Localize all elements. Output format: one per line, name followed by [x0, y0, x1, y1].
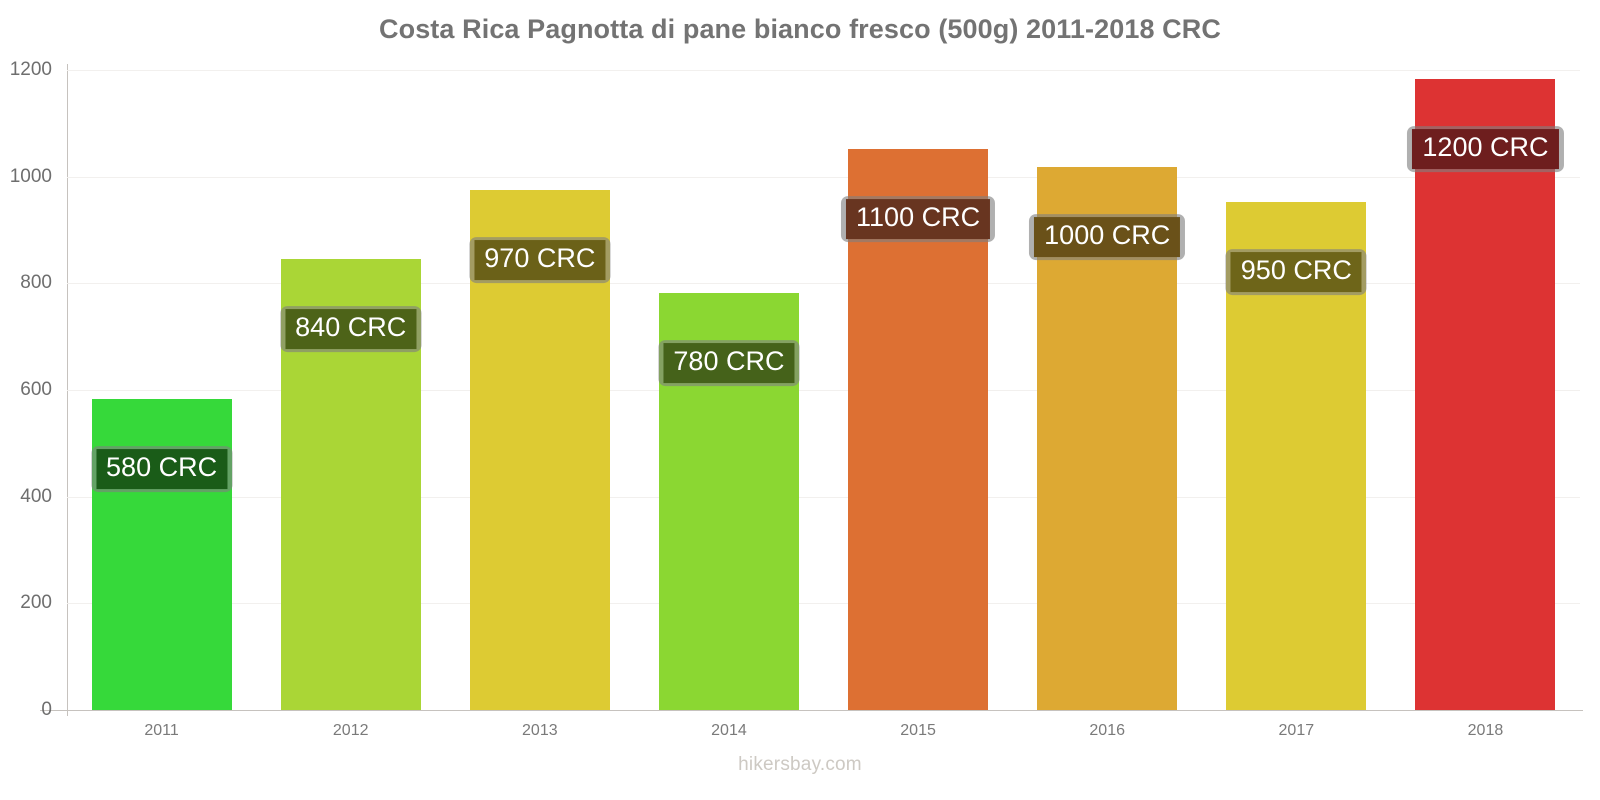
x-tick-label: 2017 [1278, 722, 1315, 739]
x-tick-label: 2012 [332, 722, 369, 739]
gridline [67, 283, 1580, 285]
gridline [67, 496, 1580, 498]
x-tick-label: 2014 [711, 722, 747, 739]
bar[interactable] [848, 148, 989, 710]
gridline [67, 390, 1580, 391]
x-tick-label: 2015 [900, 722, 936, 739]
x-tick-label: 2013 [522, 722, 558, 739]
y-tick-label: 0 [41, 699, 52, 720]
y-axis-tick-labels: 0 200 400 600 800 1000 1200 [0, 59, 1600, 720]
y-tick-label: 200 [20, 592, 52, 614]
y-tick-label: 1200 [9, 59, 52, 80]
y-tick-label: 400 [20, 485, 52, 507]
source-watermark: hikersbay.com [738, 754, 862, 775]
x-tick-label: 2016 [1089, 722, 1125, 739]
x-tick-label: 2018 [1467, 722, 1504, 739]
gridline [67, 70, 1580, 71]
y-tick-label: 1000 [9, 165, 52, 187]
gridline [67, 176, 1580, 178]
bar[interactable] [1415, 79, 1556, 710]
x-axis-line [40, 710, 1583, 711]
gridline [67, 603, 1580, 605]
x-tick-label: 2011 [144, 722, 179, 739]
chart-title: Costa Rica Pagnotta di pane bianco fresc… [379, 14, 1221, 44]
y-tick-label: 800 [20, 272, 52, 294]
y-tick-label: 600 [20, 379, 52, 400]
